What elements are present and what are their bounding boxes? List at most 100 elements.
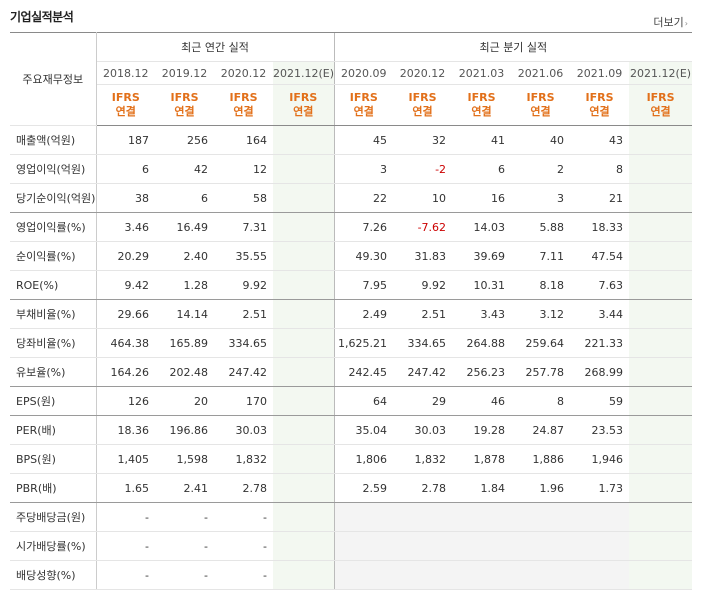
- period-header: 2020.12: [393, 61, 453, 85]
- value-cell: 18.33: [570, 212, 630, 242]
- value-cell: 7.26: [333, 212, 394, 242]
- value-cell: 42: [155, 154, 214, 184]
- value-cell: [273, 328, 335, 358]
- value-cell: 35.55: [214, 241, 273, 271]
- table-row: 영업이익(억원) 6 42 12 3 -2 6 2 8: [10, 154, 693, 184]
- more-label: 더보기: [653, 16, 684, 29]
- table-row: 당기순이익(억원) 38 6 58 22 10 16 3 21: [10, 183, 693, 213]
- value-cell: 16.49: [155, 212, 214, 242]
- value-cell: 46: [452, 386, 512, 416]
- standard-consolidated: 연결: [233, 105, 254, 118]
- value-cell: 2.49: [333, 299, 394, 329]
- value-cell: 1.96: [511, 473, 571, 503]
- value-cell: [511, 560, 571, 590]
- row-label: ROE(%): [10, 270, 97, 300]
- table-row: PBR(배) 1.65 2.41 2.78 2.59 2.78 1.84 1.96 1.73: [10, 473, 693, 503]
- value-cell: 22: [333, 183, 394, 213]
- standard-consolidated: 연결: [412, 105, 433, 118]
- value-cell: 268.99: [570, 357, 630, 387]
- value-cell: 21: [570, 183, 630, 213]
- value-cell: 40: [511, 125, 571, 155]
- value-cell: 202.48: [155, 357, 214, 387]
- value-cell: -: [155, 560, 214, 590]
- value-cell: 264.88: [452, 328, 512, 358]
- row-label: PBR(배): [10, 473, 97, 503]
- value-cell: 58: [214, 183, 273, 213]
- value-cell: [452, 531, 512, 561]
- value-cell: 2.40: [155, 241, 214, 271]
- row-label: PER(배): [10, 415, 97, 445]
- value-cell: 1,832: [393, 444, 453, 474]
- value-cell: 2.78: [393, 473, 453, 503]
- accounting-standard: IFRS 연결: [333, 84, 394, 126]
- row-label: 매출액(억원): [10, 125, 97, 155]
- value-cell: [629, 357, 693, 387]
- value-cell: [629, 473, 693, 503]
- standard-ifrs: IFRS: [467, 91, 496, 104]
- value-cell: 14.03: [452, 212, 512, 242]
- value-cell: 256.23: [452, 357, 512, 387]
- value-cell: 8.18: [511, 270, 571, 300]
- value-cell: 59: [570, 386, 630, 416]
- standard-ifrs: IFRS: [646, 91, 675, 104]
- value-cell: 187: [96, 125, 155, 155]
- value-cell: 7.11: [511, 241, 571, 271]
- value-cell: [393, 502, 453, 532]
- accounting-standard: IFRS 연결: [155, 84, 214, 126]
- accounting-standard: IFRS 연결: [273, 84, 335, 126]
- value-cell: 7.95: [333, 270, 394, 300]
- value-cell: 29.66: [96, 299, 155, 329]
- value-cell: [629, 270, 693, 300]
- value-cell: 7.63: [570, 270, 630, 300]
- table-row: 영업이익률(%) 3.46 16.49 7.31 7.26 -7.62 14.03 5.88 1…: [10, 212, 693, 242]
- more-link[interactable]: 더보기›: [653, 14, 688, 30]
- value-cell: 5.88: [511, 212, 571, 242]
- value-cell: [511, 502, 571, 532]
- value-cell: [629, 531, 693, 561]
- value-cell: 221.33: [570, 328, 630, 358]
- value-cell: 1,625.21: [333, 328, 394, 358]
- value-cell: [452, 560, 512, 590]
- row-label: 영업이익률(%): [10, 212, 97, 242]
- value-cell: 2.59: [333, 473, 394, 503]
- row-label: EPS(원): [10, 386, 97, 416]
- value-cell: [629, 154, 693, 184]
- row-header-label: 주요재무정보: [10, 32, 97, 126]
- accounting-standard: IFRS 연결: [452, 84, 512, 126]
- standard-consolidated: 연결: [589, 105, 610, 118]
- standard-ifrs: IFRS: [585, 91, 614, 104]
- period-header: 2018.12: [96, 61, 155, 85]
- value-cell: 6: [96, 154, 155, 184]
- row-label: 유보율(%): [10, 357, 97, 387]
- value-cell: 1,832: [214, 444, 273, 474]
- value-cell: 9.92: [214, 270, 273, 300]
- value-cell: [273, 154, 335, 184]
- standard-consolidated: 연결: [115, 105, 136, 118]
- annual-header: 최근 연간 실적: [96, 32, 335, 62]
- value-cell: 1,806: [333, 444, 394, 474]
- row-label: 배당성향(%): [10, 560, 97, 590]
- value-cell: -7.62: [393, 212, 453, 242]
- value-cell: [570, 531, 630, 561]
- value-cell: 3.12: [511, 299, 571, 329]
- value-cell: 2: [511, 154, 571, 184]
- value-cell: 30.03: [214, 415, 273, 445]
- value-cell: -: [155, 531, 214, 561]
- value-cell: 164.26: [96, 357, 155, 387]
- value-cell: 3: [333, 154, 394, 184]
- value-cell: [273, 357, 335, 387]
- value-cell: 242.45: [333, 357, 394, 387]
- period-header: 2020.09: [333, 61, 394, 85]
- standard-ifrs: IFRS: [229, 91, 258, 104]
- value-cell: 31.83: [393, 241, 453, 271]
- row-label: 당좌비율(%): [10, 328, 97, 358]
- value-cell: [333, 560, 394, 590]
- value-cell: 35.04: [333, 415, 394, 445]
- period-header: 2019.12: [155, 61, 214, 85]
- value-cell: [333, 531, 394, 561]
- standard-consolidated: 연결: [471, 105, 492, 118]
- table-row: 배당성향(%) - - -: [10, 560, 693, 590]
- table-row: EPS(원) 126 20 170 64 29 46 8 59: [10, 386, 693, 416]
- value-cell: [629, 125, 693, 155]
- row-label: 시가배당률(%): [10, 531, 97, 561]
